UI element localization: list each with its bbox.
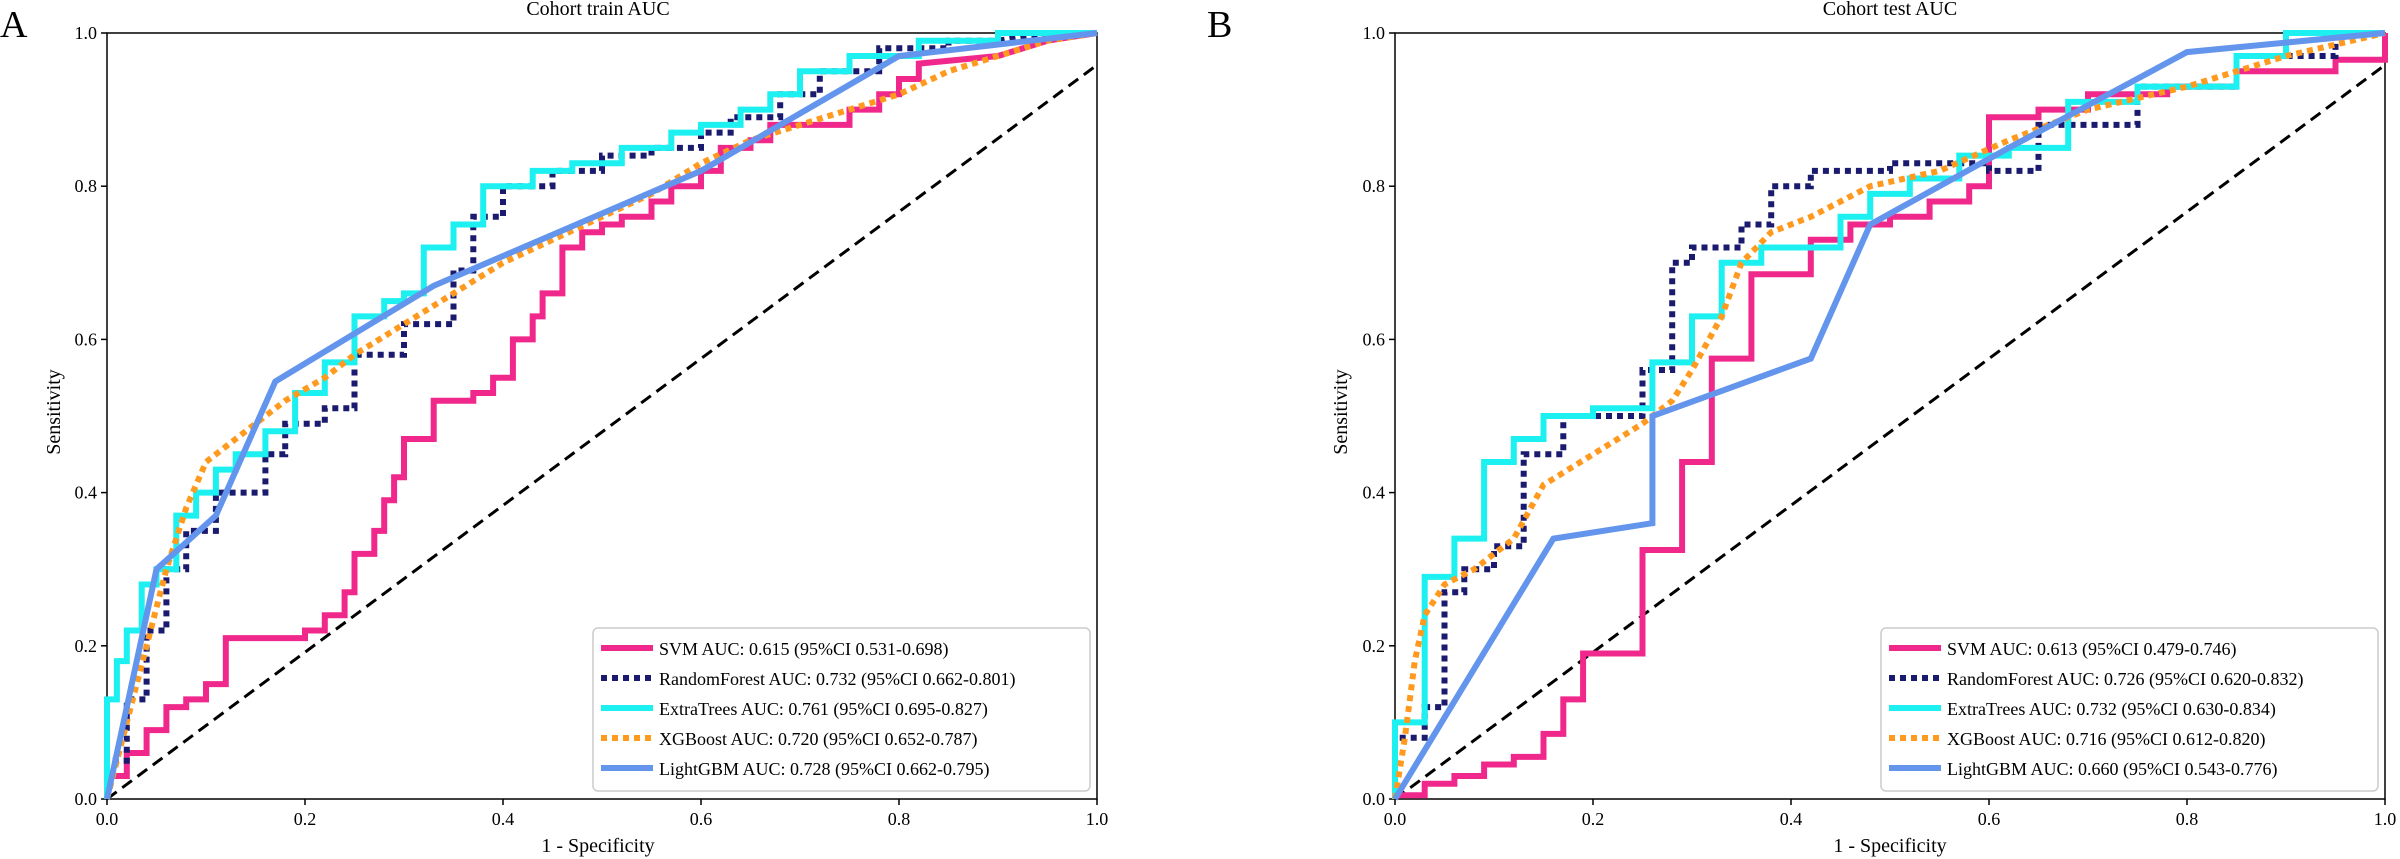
roc-curve-lightgbm <box>1392 30 2386 801</box>
y-tick-label: 0.0 <box>1363 789 1386 809</box>
roc-curve-xgboost <box>1392 30 2386 800</box>
y-tick-label: 0.6 <box>1363 329 1386 349</box>
y-tick-label: 0.6 <box>75 329 98 349</box>
x-tick-label: 0.4 <box>1780 809 1803 829</box>
roc-curve-randomforest <box>1392 30 2385 799</box>
y-ticks: 0.0 0.2 0.4 0.6 0.8 1.0 <box>1363 23 1395 809</box>
plot-frame <box>1394 32 2386 800</box>
x-ticks: 0.0 0.2 0.4 0.6 0.8 1.0 <box>96 799 1109 829</box>
series-layer <box>1392 30 2388 801</box>
x-tick-label: 1.0 <box>1086 809 1109 829</box>
y-axis-label: Sensitivity <box>43 369 65 455</box>
legend-entry: LightGBM AUC: 0.728 (95%CI 0.662-0.795) <box>601 759 990 780</box>
legend-label: ExtraTrees AUC: 0.732 (95%CI 0.630-0.834… <box>1947 699 2276 720</box>
chart-title: Cohort train AUC <box>526 0 669 20</box>
legend-entry: ExtraTrees AUC: 0.732 (95%CI 0.630-0.834… <box>1889 699 2276 720</box>
chance-line <box>1394 63 2386 801</box>
x-tick-label: 0.6 <box>1978 809 2001 829</box>
x-tick-label: 0.2 <box>1582 809 1605 829</box>
roc-curve-svm <box>1392 33 2388 799</box>
roc-curve-svm <box>104 30 1098 799</box>
x-tick-label: 0.0 <box>96 809 119 829</box>
legend-label: RandomForest AUC: 0.732 (95%CI 0.662-0.8… <box>659 669 1015 690</box>
x-ticks: 0.0 0.2 0.4 0.6 0.8 1.0 <box>1384 799 2397 829</box>
panel-label: A <box>0 4 28 46</box>
chart-title: Cohort test AUC <box>1823 0 1957 20</box>
x-tick-label: 0.0 <box>1384 809 1407 829</box>
x-tick-label: 0.6 <box>690 809 713 829</box>
legend-entry: SVM AUC: 0.613 (95%CI 0.479-0.746) <box>1889 639 2237 660</box>
x-tick-label: 1.0 <box>2374 809 2397 829</box>
legend-label: SVM AUC: 0.613 (95%CI 0.479-0.746) <box>1947 639 2237 660</box>
panel-a: A Cohort train AUC 1 - Specificity Sensi… <box>0 0 1108 857</box>
x-axis-label: 1 - Specificity <box>541 835 654 857</box>
y-tick-label: 0.2 <box>75 636 98 656</box>
legend-entry: XGBoost AUC: 0.716 (95%CI 0.612-0.820) <box>1889 729 2266 750</box>
y-tick-label: 0.8 <box>1363 176 1386 196</box>
panel-b: B Cohort test AUC 1 - Specificity Sensit… <box>1207 0 2396 857</box>
y-tick-label: 0.8 <box>75 176 98 196</box>
roc-curve-lightgbm <box>104 30 1098 800</box>
chance-line <box>106 63 1098 801</box>
legend-label: RandomForest AUC: 0.726 (95%CI 0.620-0.8… <box>1947 669 2303 690</box>
legend: SVM AUC: 0.613 (95%CI 0.479-0.746) Rando… <box>1880 627 2379 792</box>
series-layer <box>104 30 1098 800</box>
x-tick-label: 0.2 <box>294 809 317 829</box>
roc-curve-extratrees <box>104 30 1097 799</box>
legend-label: SVM AUC: 0.615 (95%CI 0.531-0.698) <box>659 639 949 660</box>
legend-entry: RandomForest AUC: 0.726 (95%CI 0.620-0.8… <box>1889 669 2303 690</box>
legend-box <box>1880 627 2379 792</box>
y-tick-label: 1.0 <box>1363 23 1386 43</box>
legend-entry: XGBoost AUC: 0.720 (95%CI 0.652-0.787) <box>601 729 978 750</box>
roc-curve-xgboost <box>104 30 1098 800</box>
y-tick-label: 0.2 <box>1363 636 1386 656</box>
y-ticks: 0.0 0.2 0.4 0.6 0.8 1.0 <box>75 23 107 809</box>
x-tick-label: 0.4 <box>492 809 515 829</box>
legend-entry: RandomForest AUC: 0.732 (95%CI 0.662-0.8… <box>601 669 1015 690</box>
y-tick-label: 0.4 <box>75 483 98 503</box>
legend-label: LightGBM AUC: 0.728 (95%CI 0.662-0.795) <box>659 759 990 780</box>
panel-label: B <box>1207 4 1232 46</box>
y-tick-label: 0.0 <box>75 789 98 809</box>
legend-label: LightGBM AUC: 0.660 (95%CI 0.543-0.776) <box>1947 759 2278 780</box>
legend-box <box>592 627 1091 792</box>
y-tick-label: 0.4 <box>1363 483 1386 503</box>
legend-label: ExtraTrees AUC: 0.761 (95%CI 0.695-0.827… <box>659 699 988 720</box>
plot-frame <box>106 32 1098 800</box>
legend-entry: SVM AUC: 0.615 (95%CI 0.531-0.698) <box>601 639 949 660</box>
y-tick-label: 1.0 <box>75 23 98 43</box>
x-tick-label: 0.8 <box>888 809 911 829</box>
legend-label: XGBoost AUC: 0.720 (95%CI 0.652-0.787) <box>659 729 978 750</box>
x-tick-label: 0.8 <box>2176 809 2199 829</box>
legend-label: XGBoost AUC: 0.716 (95%CI 0.612-0.820) <box>1947 729 2266 750</box>
legend-entry: ExtraTrees AUC: 0.761 (95%CI 0.695-0.827… <box>601 699 988 720</box>
y-axis-label: Sensitivity <box>1330 369 1352 455</box>
legend-entry: LightGBM AUC: 0.660 (95%CI 0.543-0.776) <box>1889 759 2278 780</box>
x-axis-label: 1 - Specificity <box>1833 835 1946 857</box>
legend: SVM AUC: 0.615 (95%CI 0.531-0.698) Rando… <box>592 627 1091 792</box>
